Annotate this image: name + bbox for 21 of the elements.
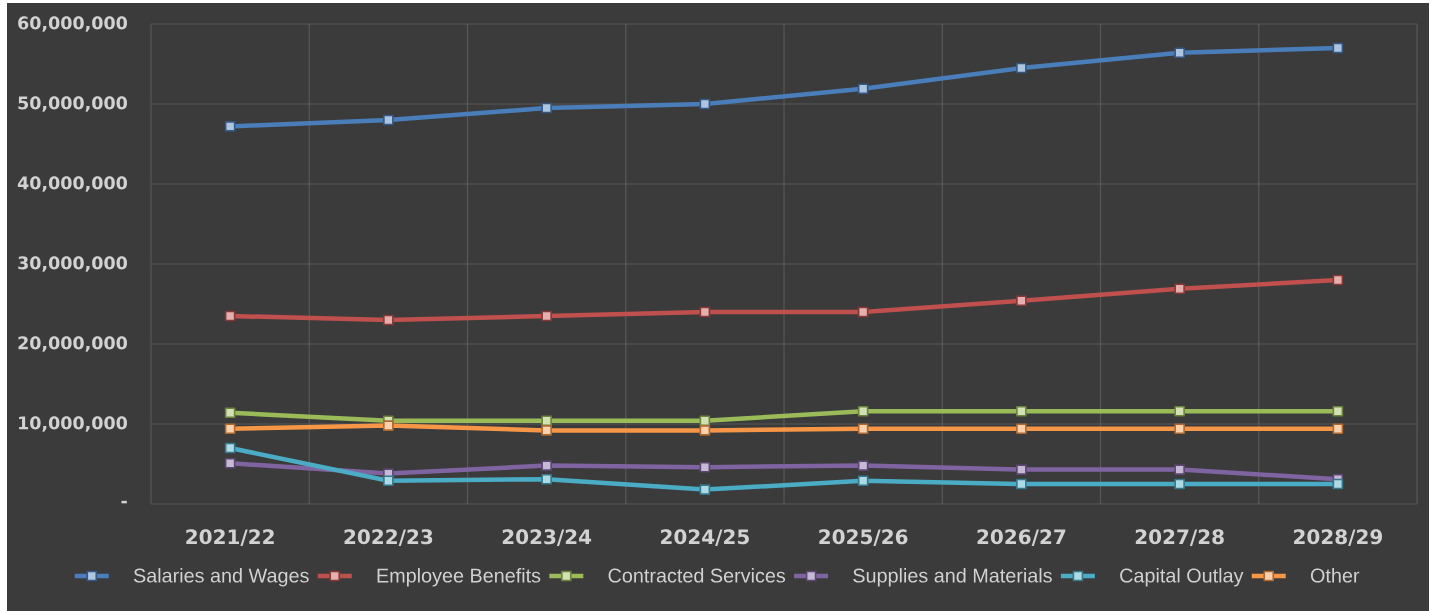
x-tick-label: 2026/27 bbox=[977, 529, 1066, 546]
y-tick-label: 60,000,000 bbox=[18, 16, 127, 32]
y-tick-label: 10,000,000 bbox=[19, 416, 127, 432]
legend-label: Employee Benefits bbox=[377, 568, 541, 587]
y-tick-label: 20,000,000 bbox=[18, 336, 127, 352]
x-tick-label: 2021/22 bbox=[186, 529, 274, 546]
legend-label: Capital Outlay bbox=[1120, 568, 1244, 587]
y-tick-label: - bbox=[121, 500, 127, 504]
x-tick-label: 2027/28 bbox=[1135, 529, 1224, 546]
x-tick-label: 2025/26 bbox=[819, 529, 908, 546]
legend-label: Supplies and Materials bbox=[853, 568, 1052, 587]
y-tick-label: 50,000,000 bbox=[18, 96, 127, 112]
legend-label: Other bbox=[1310, 568, 1360, 583]
x-tick-label: 2024/25 bbox=[661, 529, 749, 546]
x-tick-label: 2022/23 bbox=[344, 529, 433, 546]
legend-label: Salaries and Wages bbox=[133, 568, 309, 587]
y-tick-label: 30,000,000 bbox=[18, 256, 127, 272]
legend-label: Contracted Services bbox=[608, 568, 786, 583]
x-tick-label: 2028/29 bbox=[1294, 529, 1383, 546]
y-tick-label: 40,000,000 bbox=[17, 176, 127, 192]
x-tick-label: 2023/24 bbox=[502, 529, 592, 546]
